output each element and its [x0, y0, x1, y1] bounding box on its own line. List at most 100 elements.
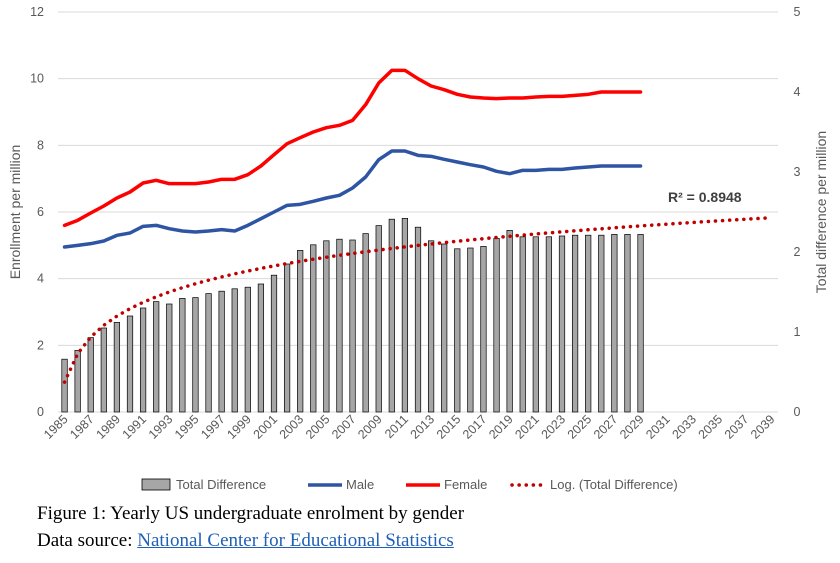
bar — [100, 327, 107, 413]
bar — [231, 288, 238, 413]
x-tick-label: 2015 — [434, 412, 464, 442]
bar — [257, 283, 265, 413]
y-left-tick-label: 4 — [37, 272, 44, 286]
x-tick-label: 2019 — [486, 412, 516, 442]
x-tick-label: 2039 — [748, 412, 778, 442]
data-source-prefix: Data source: — [37, 530, 138, 551]
bar — [87, 337, 94, 413]
x-tick-label: 2017 — [460, 412, 490, 442]
y-right-tick-label: 4 — [794, 85, 801, 99]
x-tick-label: 1995 — [172, 412, 202, 442]
y-left-tick-label: 0 — [37, 405, 44, 419]
bar — [375, 225, 382, 413]
x-tick-label: 2001 — [251, 412, 281, 442]
bar — [244, 286, 251, 413]
x-tick-label: 2013 — [408, 412, 438, 442]
x-tick-label: 1999 — [224, 412, 254, 442]
bar — [532, 236, 539, 413]
x-tick-label: 1985 — [41, 412, 71, 442]
female-line — [62, 68, 643, 228]
bar — [545, 236, 553, 413]
x-tick-label: 2007 — [329, 412, 359, 442]
bar — [571, 234, 579, 413]
bar — [179, 298, 186, 413]
bar — [414, 226, 422, 413]
bar — [192, 297, 199, 413]
x-tick-label: 2023 — [539, 412, 569, 442]
y-axis-right-ticks: 0 1 2 3 4 5 — [794, 5, 801, 419]
legend-swatch-total-difference — [141, 478, 171, 491]
bar — [297, 250, 304, 413]
bar — [401, 218, 409, 413]
bar — [519, 236, 526, 413]
bar — [270, 274, 278, 413]
bar — [153, 301, 160, 413]
bar — [506, 230, 513, 413]
x-tick-label: 2033 — [669, 412, 699, 442]
x-tick-label: 2003 — [277, 412, 307, 442]
legend-label-total-difference: Total Difference — [176, 477, 266, 492]
x-tick-label: 2005 — [303, 412, 333, 442]
bar — [637, 234, 644, 413]
y-right-tick-label: 0 — [794, 405, 801, 419]
bar — [323, 240, 330, 413]
x-tick-label: 1993 — [146, 412, 176, 442]
bar — [624, 234, 631, 413]
legend-label-male: Male — [346, 477, 374, 492]
bar — [362, 233, 369, 413]
x-tick-label: 2025 — [565, 412, 595, 442]
log-trendline-path — [62, 215, 774, 384]
bar — [427, 240, 435, 413]
bar — [388, 218, 395, 413]
bar — [139, 307, 147, 413]
y-right-tick-label: 5 — [794, 5, 801, 19]
y-right-tick-label: 2 — [794, 245, 801, 259]
y-left-tick-label: 6 — [37, 205, 44, 219]
bar — [441, 243, 448, 413]
y-right-tick-label: 3 — [794, 165, 801, 179]
x-tick-label: 2031 — [643, 412, 673, 442]
bar — [467, 247, 474, 413]
x-tick-label: 2021 — [512, 412, 542, 442]
x-tick-label: 2037 — [722, 412, 752, 442]
y-right-tick-label: 1 — [794, 325, 801, 339]
y-left-tick-label: 12 — [30, 5, 44, 19]
x-tick-label: 1997 — [198, 412, 228, 442]
bar — [218, 290, 225, 413]
legend-label-female: Female — [444, 477, 487, 492]
y-left-tick-label: 10 — [30, 72, 44, 86]
x-axis-ticks: 1985198719891991199319951997199920012003… — [41, 412, 778, 442]
x-tick-label: 1989 — [93, 412, 123, 442]
bar — [480, 246, 487, 413]
bar — [454, 248, 461, 413]
bar — [310, 244, 317, 413]
bar — [283, 263, 291, 413]
bar — [336, 238, 343, 413]
bar — [205, 293, 212, 413]
bar — [349, 239, 356, 413]
x-tick-label: 1991 — [120, 412, 150, 442]
line-series — [62, 68, 643, 249]
x-tick-label: 2029 — [617, 412, 647, 442]
y-left-tick-label: 2 — [37, 338, 44, 352]
bar — [74, 350, 81, 413]
legend: Total Difference Male Female Log. (Total… — [141, 477, 678, 492]
bar — [113, 322, 121, 413]
x-tick-label: 2035 — [696, 412, 726, 442]
bar — [166, 303, 173, 413]
legend-label-log-trendline: Log. (Total Difference) — [550, 477, 678, 492]
figure-caption: Figure 1: Yearly US undergraduate enrolm… — [37, 503, 465, 524]
x-tick-label: 1987 — [67, 412, 97, 442]
data-source-link[interactable]: National Center for Educational Statisti… — [137, 530, 454, 551]
data-source-line: Data source: National Center for Educati… — [37, 530, 454, 552]
bar — [558, 235, 566, 413]
y-axis-right-title: Total difference per million — [813, 131, 829, 293]
y-left-tick-label: 8 — [37, 138, 44, 152]
bar — [61, 358, 68, 413]
log-trendline — [62, 215, 774, 384]
bar — [598, 234, 605, 413]
bar — [126, 315, 134, 413]
male-line — [62, 149, 643, 249]
x-tick-label: 2011 — [382, 412, 411, 441]
